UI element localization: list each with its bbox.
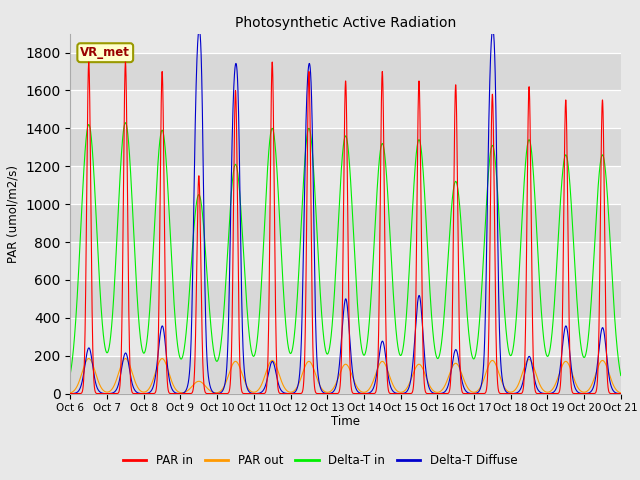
Bar — [70, 166, 621, 204]
Bar — [70, 280, 621, 318]
Bar — [70, 90, 621, 128]
Title: Photosynthetic Active Radiation: Photosynthetic Active Radiation — [235, 16, 456, 30]
Bar — [70, 204, 621, 242]
Text: VR_met: VR_met — [80, 46, 130, 59]
X-axis label: Time: Time — [331, 415, 360, 428]
Legend: PAR in, PAR out, Delta-T in, Delta-T Diffuse: PAR in, PAR out, Delta-T in, Delta-T Dif… — [118, 449, 522, 472]
Bar — [70, 128, 621, 166]
Bar — [70, 356, 621, 394]
Bar — [70, 242, 621, 280]
Bar — [70, 52, 621, 90]
Bar — [70, 318, 621, 356]
Y-axis label: PAR (umol/m2/s): PAR (umol/m2/s) — [7, 165, 20, 263]
